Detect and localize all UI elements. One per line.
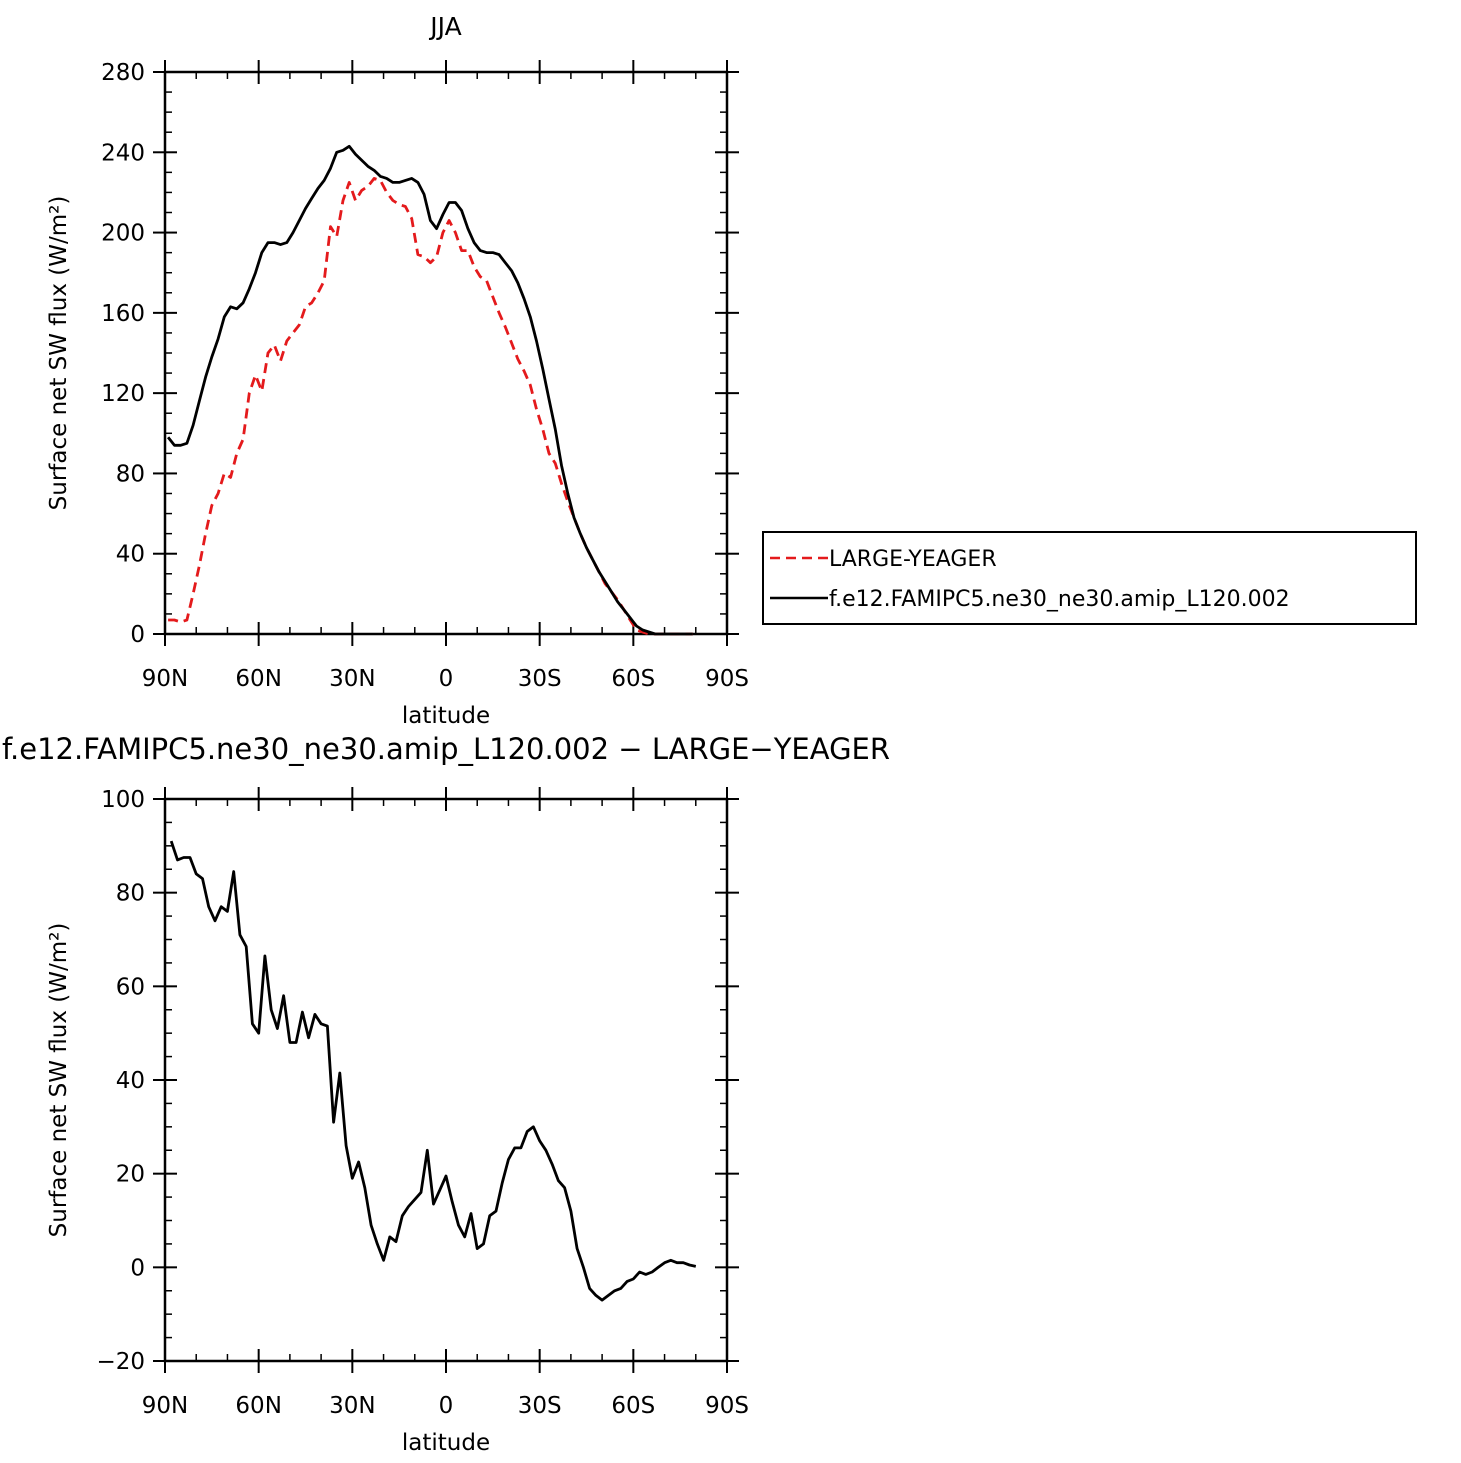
top-y-tick-labels: 0 40 80 120 160 200 240 280 (101, 60, 145, 648)
bottom-plot-frame (163, 797, 729, 1363)
bottom-chart-title: f.e12.FAMIPC5.ne30_ne30.amip_L120.002 − … (2, 732, 890, 766)
top-y-tick-label: 0 (130, 622, 145, 648)
bottom-y-tick-label: 100 (101, 787, 145, 813)
top-y-tick-label: 280 (101, 60, 145, 86)
legend-label-model: f.e12.FAMIPC5.ne30_ne30.amip_L120.002 (829, 587, 1290, 612)
top-x-tick-labels: 90N 60N 30N 0 30S 60S 90S (142, 666, 749, 692)
legend-box (762, 531, 1417, 625)
bottom-y-tick-label: 0 (130, 1255, 145, 1281)
top-chart-panel: JJA 0 40 80 120 160 200 240 280 90N 60N 30N 0 30S 60… (46, 12, 749, 729)
bottom-series-line-1 (169, 840, 697, 1302)
bottom-x-tick-label: 30S (518, 1393, 562, 1419)
bottom-x-tick-label: 60N (235, 1393, 281, 1419)
top-axis-ticks (153, 60, 739, 646)
bottom-y-tick-label: 60 (116, 974, 145, 1000)
bottom-y-tick-label: 40 (116, 1068, 145, 1094)
top-x-tick-label: 0 (439, 666, 454, 692)
bottom-x-axis-label: latitude (402, 1430, 490, 1456)
top-series-group (167, 144, 693, 636)
bottom-x-tick-label: 0 (439, 1393, 454, 1419)
bottom-x-tick-labels: 90N 60N 30N 0 30S 60S 90S (142, 1393, 749, 1419)
bottom-y-tick-labels: −20 0 20 40 60 80 100 (96, 787, 145, 1375)
bottom-y-tick-label: −20 (96, 1349, 145, 1375)
bottom-x-tick-label: 60S (611, 1393, 655, 1419)
top-x-tick-label: 30N (329, 666, 375, 692)
top-y-tick-label: 40 (116, 542, 145, 568)
top-chart-title: JJA (428, 12, 461, 41)
bottom-y-tick-label: 20 (116, 1162, 145, 1188)
top-y-tick-label: 80 (116, 461, 145, 487)
top-y-tick-label: 160 (101, 301, 145, 327)
top-series-line-1 (168, 176, 693, 636)
bottom-axis-ticks (153, 787, 739, 1373)
legend: LARGE-YEAGER f.e12.FAMIPC5.ne30_ne30.ami… (762, 531, 1417, 625)
legend-label-large-yeager: LARGE-YEAGER (829, 547, 997, 572)
bottom-x-tick-label: 30N (329, 1393, 375, 1419)
top-x-tick-label: 30S (518, 666, 562, 692)
top-plot-frame (163, 70, 729, 636)
bottom-series-group (169, 840, 697, 1302)
top-x-tick-label: 90N (142, 666, 188, 692)
top-x-tick-label: 60N (235, 666, 281, 692)
top-x-tick-label: 90S (705, 666, 749, 692)
bottom-x-tick-label: 90N (142, 1393, 188, 1419)
bottom-y-tick-label: 80 (116, 881, 145, 907)
bottom-chart-panel: f.e12.FAMIPC5.ne30_ne30.amip_L120.002 − … (2, 732, 890, 1456)
bottom-x-tick-label: 90S (705, 1393, 749, 1419)
top-y-tick-label: 200 (101, 221, 145, 247)
top-y-tick-label: 120 (101, 381, 145, 407)
top-series-line-2 (167, 144, 693, 636)
top-y-axis-label: Surface net SW flux (W/m²) (46, 196, 72, 511)
bottom-y-axis-label: Surface net SW flux (W/m²) (46, 923, 72, 1238)
top-x-tick-label: 60S (611, 666, 655, 692)
top-x-axis-label: latitude (402, 703, 490, 729)
top-y-tick-label: 240 (101, 140, 145, 166)
